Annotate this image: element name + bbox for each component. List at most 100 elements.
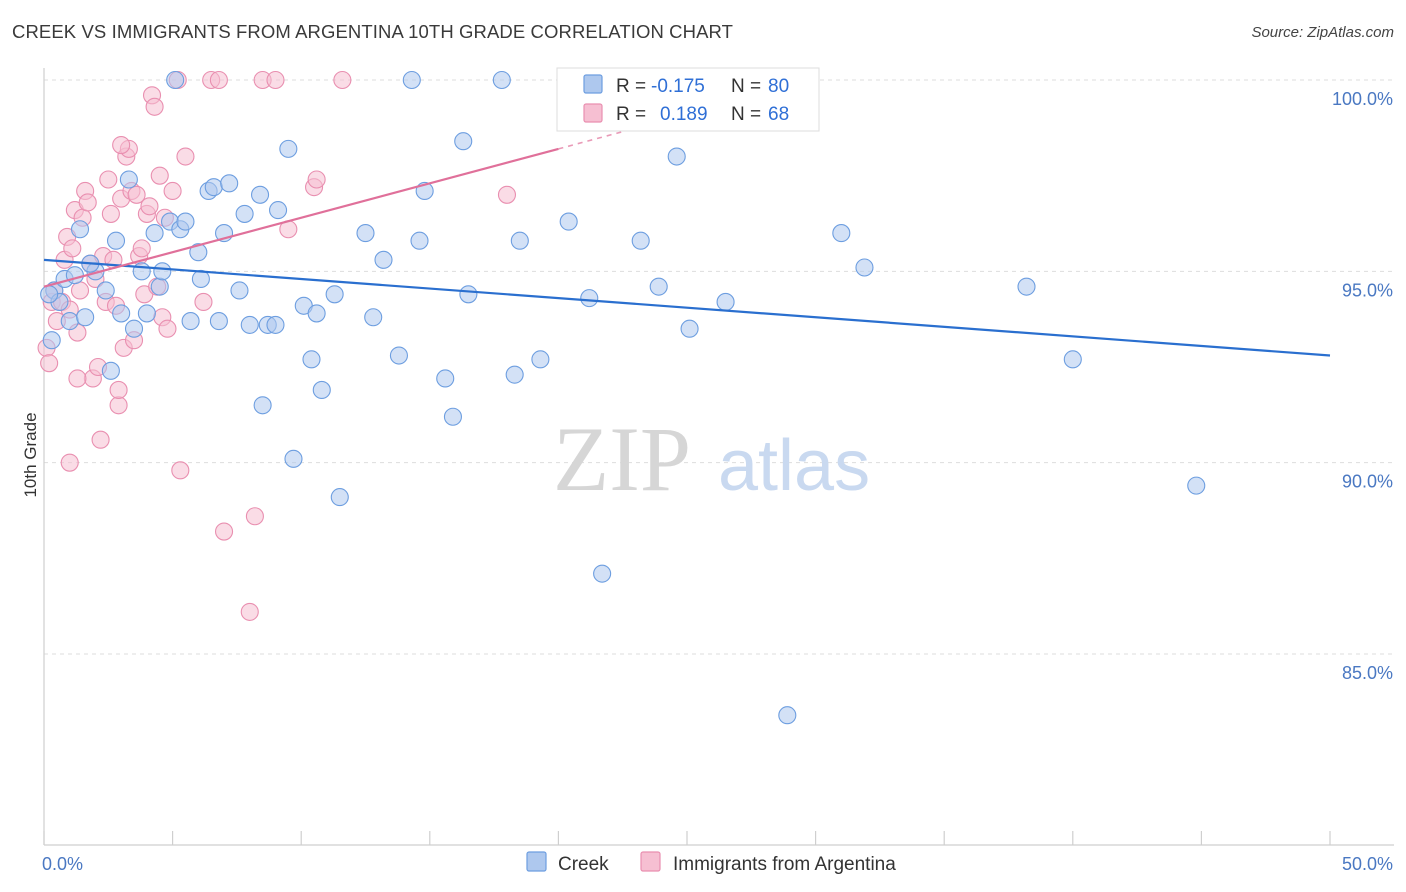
y-axis-label: 10th Grade	[21, 412, 40, 497]
creek-point	[76, 308, 95, 327]
argentina-point	[140, 197, 159, 216]
creek-point	[40, 285, 59, 304]
grid-layer	[44, 79, 1394, 655]
creek-point	[593, 564, 612, 583]
creek-point	[189, 243, 208, 262]
legend-r-value: -0.175	[651, 76, 705, 97]
creek-point	[330, 488, 349, 507]
argentina-point	[245, 507, 264, 526]
creek-point	[505, 365, 524, 384]
creek-point	[166, 70, 185, 90]
argentina-point	[78, 193, 97, 212]
creek-point	[402, 70, 421, 90]
creek-point	[266, 315, 285, 334]
creek-point	[204, 178, 223, 197]
argentina-trend-extension	[558, 127, 636, 150]
bottom-legend: Creek Immigrants from Argentina	[526, 851, 896, 875]
argentina-point	[333, 70, 352, 90]
creek-point	[559, 212, 578, 231]
argentina-point	[150, 166, 169, 185]
legend-box: R = -0.175 N = 80 R = 0.189 N = 68	[556, 67, 820, 132]
series-creek-points	[40, 70, 1206, 725]
argentina-point	[101, 204, 120, 223]
creek-point	[132, 262, 151, 281]
x-tick-label: 50.0%	[1342, 854, 1393, 874]
creek-point	[137, 304, 156, 323]
creek-point	[374, 250, 393, 269]
argentina-point	[145, 97, 164, 116]
argentina-point	[209, 70, 228, 90]
creek-point	[454, 132, 473, 151]
creek-trend-line	[43, 258, 1331, 357]
creek-point	[181, 312, 200, 331]
creek-point	[70, 220, 90, 239]
argentina-point	[240, 602, 259, 621]
creek-point	[145, 224, 164, 243]
argentina-point	[176, 147, 195, 166]
y-tick-label: 85.0%	[1342, 663, 1393, 683]
argentina-point	[171, 461, 190, 480]
legend-n-label: N =	[731, 104, 761, 125]
argentina-point	[40, 354, 59, 373]
creek-point	[250, 185, 270, 204]
argentina-point	[214, 522, 234, 541]
creek-point	[443, 407, 462, 426]
legend-r-value: 0.189	[660, 104, 708, 125]
creek-point	[832, 224, 851, 243]
creek-point	[176, 212, 195, 231]
legend-creek-swatch	[583, 74, 603, 94]
creek-point	[153, 262, 172, 281]
creek-point	[631, 231, 650, 250]
creek-point	[356, 224, 375, 243]
creek-point	[510, 231, 529, 250]
legend-argentina-swatch	[583, 103, 603, 123]
creek-point	[459, 285, 478, 304]
creek-point	[230, 281, 249, 300]
argentina-point	[60, 453, 79, 472]
creek-point	[220, 174, 239, 193]
legend-r-label: R =	[616, 104, 646, 125]
watermark-zip: ZIP	[553, 408, 691, 510]
trend-lines	[43, 127, 1331, 357]
y-tick-label: 90.0%	[1342, 472, 1393, 492]
argentina-point	[99, 170, 118, 189]
creek-point	[680, 319, 699, 338]
creek-point	[1187, 476, 1206, 495]
chart-source: Source: ZipAtlas.com	[1251, 24, 1394, 41]
chart-title: CREEK VS IMMIGRANTS FROM ARGENTINA 10TH …	[12, 21, 734, 42]
argentina-point	[497, 185, 517, 204]
creek-point	[716, 292, 735, 311]
x-tick-label: 0.0%	[42, 854, 83, 874]
creek-point	[235, 204, 254, 223]
creek-point	[42, 331, 61, 350]
creek-point	[96, 281, 115, 300]
creek-point	[1063, 350, 1082, 369]
argentina-point	[68, 369, 87, 388]
legend-n-value: 68	[768, 104, 789, 125]
watermark-atlas: atlas	[718, 426, 870, 506]
argentina-point	[163, 181, 182, 201]
argentina-point	[109, 380, 128, 400]
creek-point	[269, 201, 288, 220]
legend-n-value: 80	[768, 76, 789, 97]
legend-r-label: R =	[616, 76, 646, 97]
argentina-point	[307, 170, 326, 189]
creek-point	[580, 289, 599, 308]
creek-point	[531, 350, 550, 369]
bottom-legend-argentina-swatch	[640, 851, 661, 872]
argentina-trend-line	[43, 147, 559, 288]
argentina-point	[112, 136, 131, 155]
creek-point	[209, 312, 228, 331]
argentina-point	[266, 70, 285, 90]
creek-point	[436, 369, 455, 388]
argentina-point	[63, 239, 82, 258]
argentina-point	[109, 396, 128, 415]
argentina-point	[158, 319, 177, 338]
creek-point	[389, 346, 408, 365]
creek-point	[312, 380, 331, 400]
bottom-legend-creek-swatch	[526, 851, 547, 872]
creek-point	[150, 277, 169, 296]
creek-point	[106, 231, 126, 250]
creek-point	[65, 266, 84, 285]
